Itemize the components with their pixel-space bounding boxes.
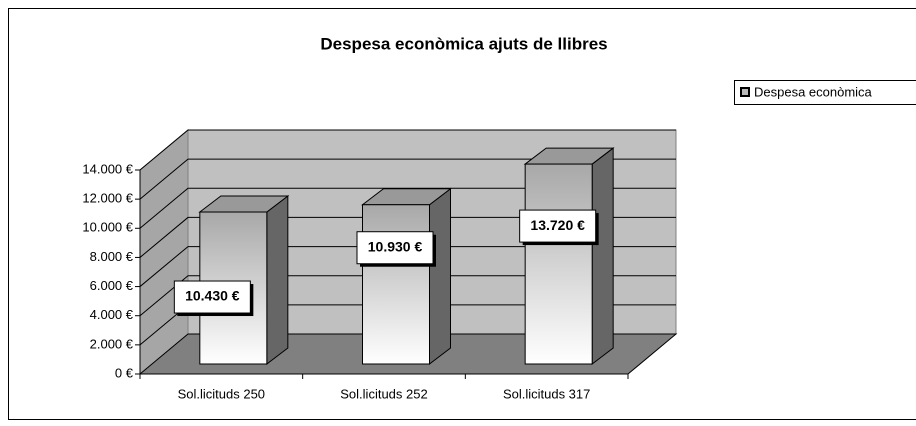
y-tick-label: 2.000 €: [90, 336, 134, 351]
value-label-box: [356, 231, 434, 265]
value-label: 10.430 €: [185, 288, 240, 304]
bar: [198, 195, 290, 366]
value-label-box: [519, 209, 597, 243]
value-label-box: [173, 280, 251, 314]
y-tick-label: 10.000 €: [82, 220, 133, 235]
bar: [361, 187, 452, 366]
grid-line: [139, 158, 676, 200]
legend-box: [734, 80, 916, 105]
grid-line: [139, 246, 676, 287]
bar-side: [266, 195, 289, 366]
y-tick-label: 14.000 €: [82, 161, 133, 176]
value-label: 13.720 €: [530, 217, 585, 233]
grid-line: [139, 216, 676, 258]
grid-line: [139, 275, 676, 317]
grid-line: [139, 187, 676, 229]
x-tick-label: Sol.licituds 250: [178, 386, 265, 401]
bar-front: [362, 204, 430, 365]
legend-label: Despesa econòmica: [754, 84, 873, 99]
bar-side: [429, 187, 451, 366]
bar: [523, 147, 615, 366]
legend-swatch: [740, 87, 750, 97]
y-tick-label: 12.000 €: [82, 191, 133, 206]
x-tick-label: Sol.licituds 317: [503, 386, 590, 401]
x-tick-label: Sol.licituds 252: [340, 386, 427, 401]
y-tick-label: 0 €: [115, 365, 134, 380]
value-label: 10.930 €: [368, 238, 423, 254]
grid-line: [139, 129, 676, 171]
y-tick-label: 6.000 €: [90, 278, 134, 293]
chart-title: Despesa econòmica ajuts de llibres: [320, 34, 607, 53]
y-tick-label: 4.000 €: [90, 307, 134, 322]
bar-front: [524, 163, 593, 365]
y-tick-label: 8.000 €: [90, 249, 134, 264]
bar-side: [591, 147, 614, 366]
